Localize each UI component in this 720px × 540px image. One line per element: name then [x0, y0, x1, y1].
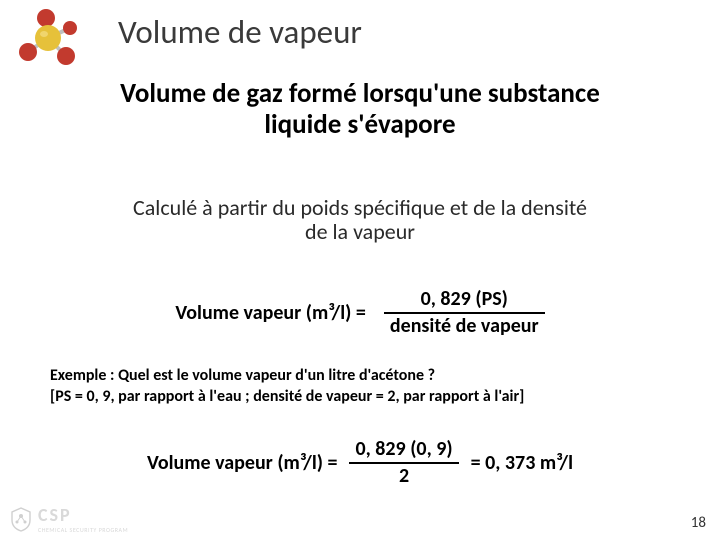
logo: CSP CHEMICAL SECURITY PROGRAM: [10, 504, 128, 534]
slide-title: Volume de vapeur: [118, 12, 362, 52]
formula-example: Volume vapeur (m³/l) = 0, 829 (0, 9) 2 =…: [0, 438, 720, 488]
fraction-numerator: 0, 829 (PS): [415, 288, 514, 312]
formula-fraction: 0, 829 (PS) densité de vapeur: [384, 288, 545, 338]
formula2-lhs: Volume vapeur (m³/l) =: [147, 451, 338, 475]
fraction-denominator: densité de vapeur: [384, 314, 545, 338]
shield-icon: [10, 506, 32, 532]
fraction2-denominator: 2: [393, 464, 415, 488]
subtitle-line: Volume de gaz formé lorsqu'une substance: [120, 77, 600, 110]
slide-subtitle: Volume de gaz formé lorsqu'une substance…: [0, 78, 720, 140]
example-text: Exemple : Quel est le volume vapeur d'un…: [50, 366, 690, 408]
formula-main: Volume vapeur (m³/l) = 0, 829 (PS) densi…: [0, 288, 720, 338]
desc-line: Calculé à partir du poids spécifique et …: [133, 194, 587, 221]
example-line: Exemple : Quel est le volume vapeur d'un…: [50, 366, 435, 385]
logo-text: CSP: [38, 504, 128, 526]
formula2-fraction: 0, 829 (0, 9) 2: [349, 438, 458, 488]
molecule-icon: [10, 8, 90, 68]
example-line: [PS = 0, 9, par rapport à l'eau ; densit…: [50, 387, 524, 406]
subtitle-line: liquide s'évapore: [264, 108, 455, 141]
page-number: 18: [691, 514, 706, 532]
formula2-result: = 0, 373 m³/l: [471, 451, 573, 475]
logo-subtext: CHEMICAL SECURITY PROGRAM: [38, 526, 128, 534]
desc-line: de la vapeur: [305, 218, 415, 245]
formula-lhs: Volume vapeur (m³/l) =: [175, 301, 366, 325]
fraction2-numerator: 0, 829 (0, 9): [349, 438, 458, 462]
description-text: Calculé à partir du poids spécifique et …: [0, 196, 720, 244]
